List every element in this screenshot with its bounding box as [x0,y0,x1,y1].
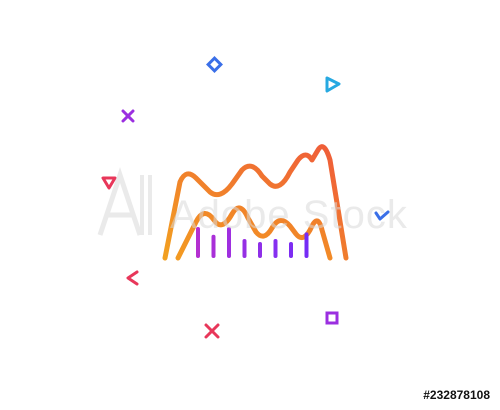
decor-diamond-blue-icon [206,56,223,73]
bar-series [196,227,309,258]
lower-series-line [175,205,333,261]
decor-triangle-cyan-icon [325,76,341,93]
decor-chevron-left-pink-icon [126,270,139,286]
watermark-text: Adobe Stock [170,193,408,237]
upper-series-line [162,144,349,261]
stock-id-label: #232878108 [423,388,490,402]
decor-triangle-pink-icon [101,176,117,190]
decor-cross-pink-icon [204,323,220,339]
footer-bar: #232878108 [0,383,500,405]
decor-square-purple-icon [325,311,339,325]
decor-cross-purple-icon [121,109,135,123]
decor-chevron-blue-icon [374,210,390,221]
